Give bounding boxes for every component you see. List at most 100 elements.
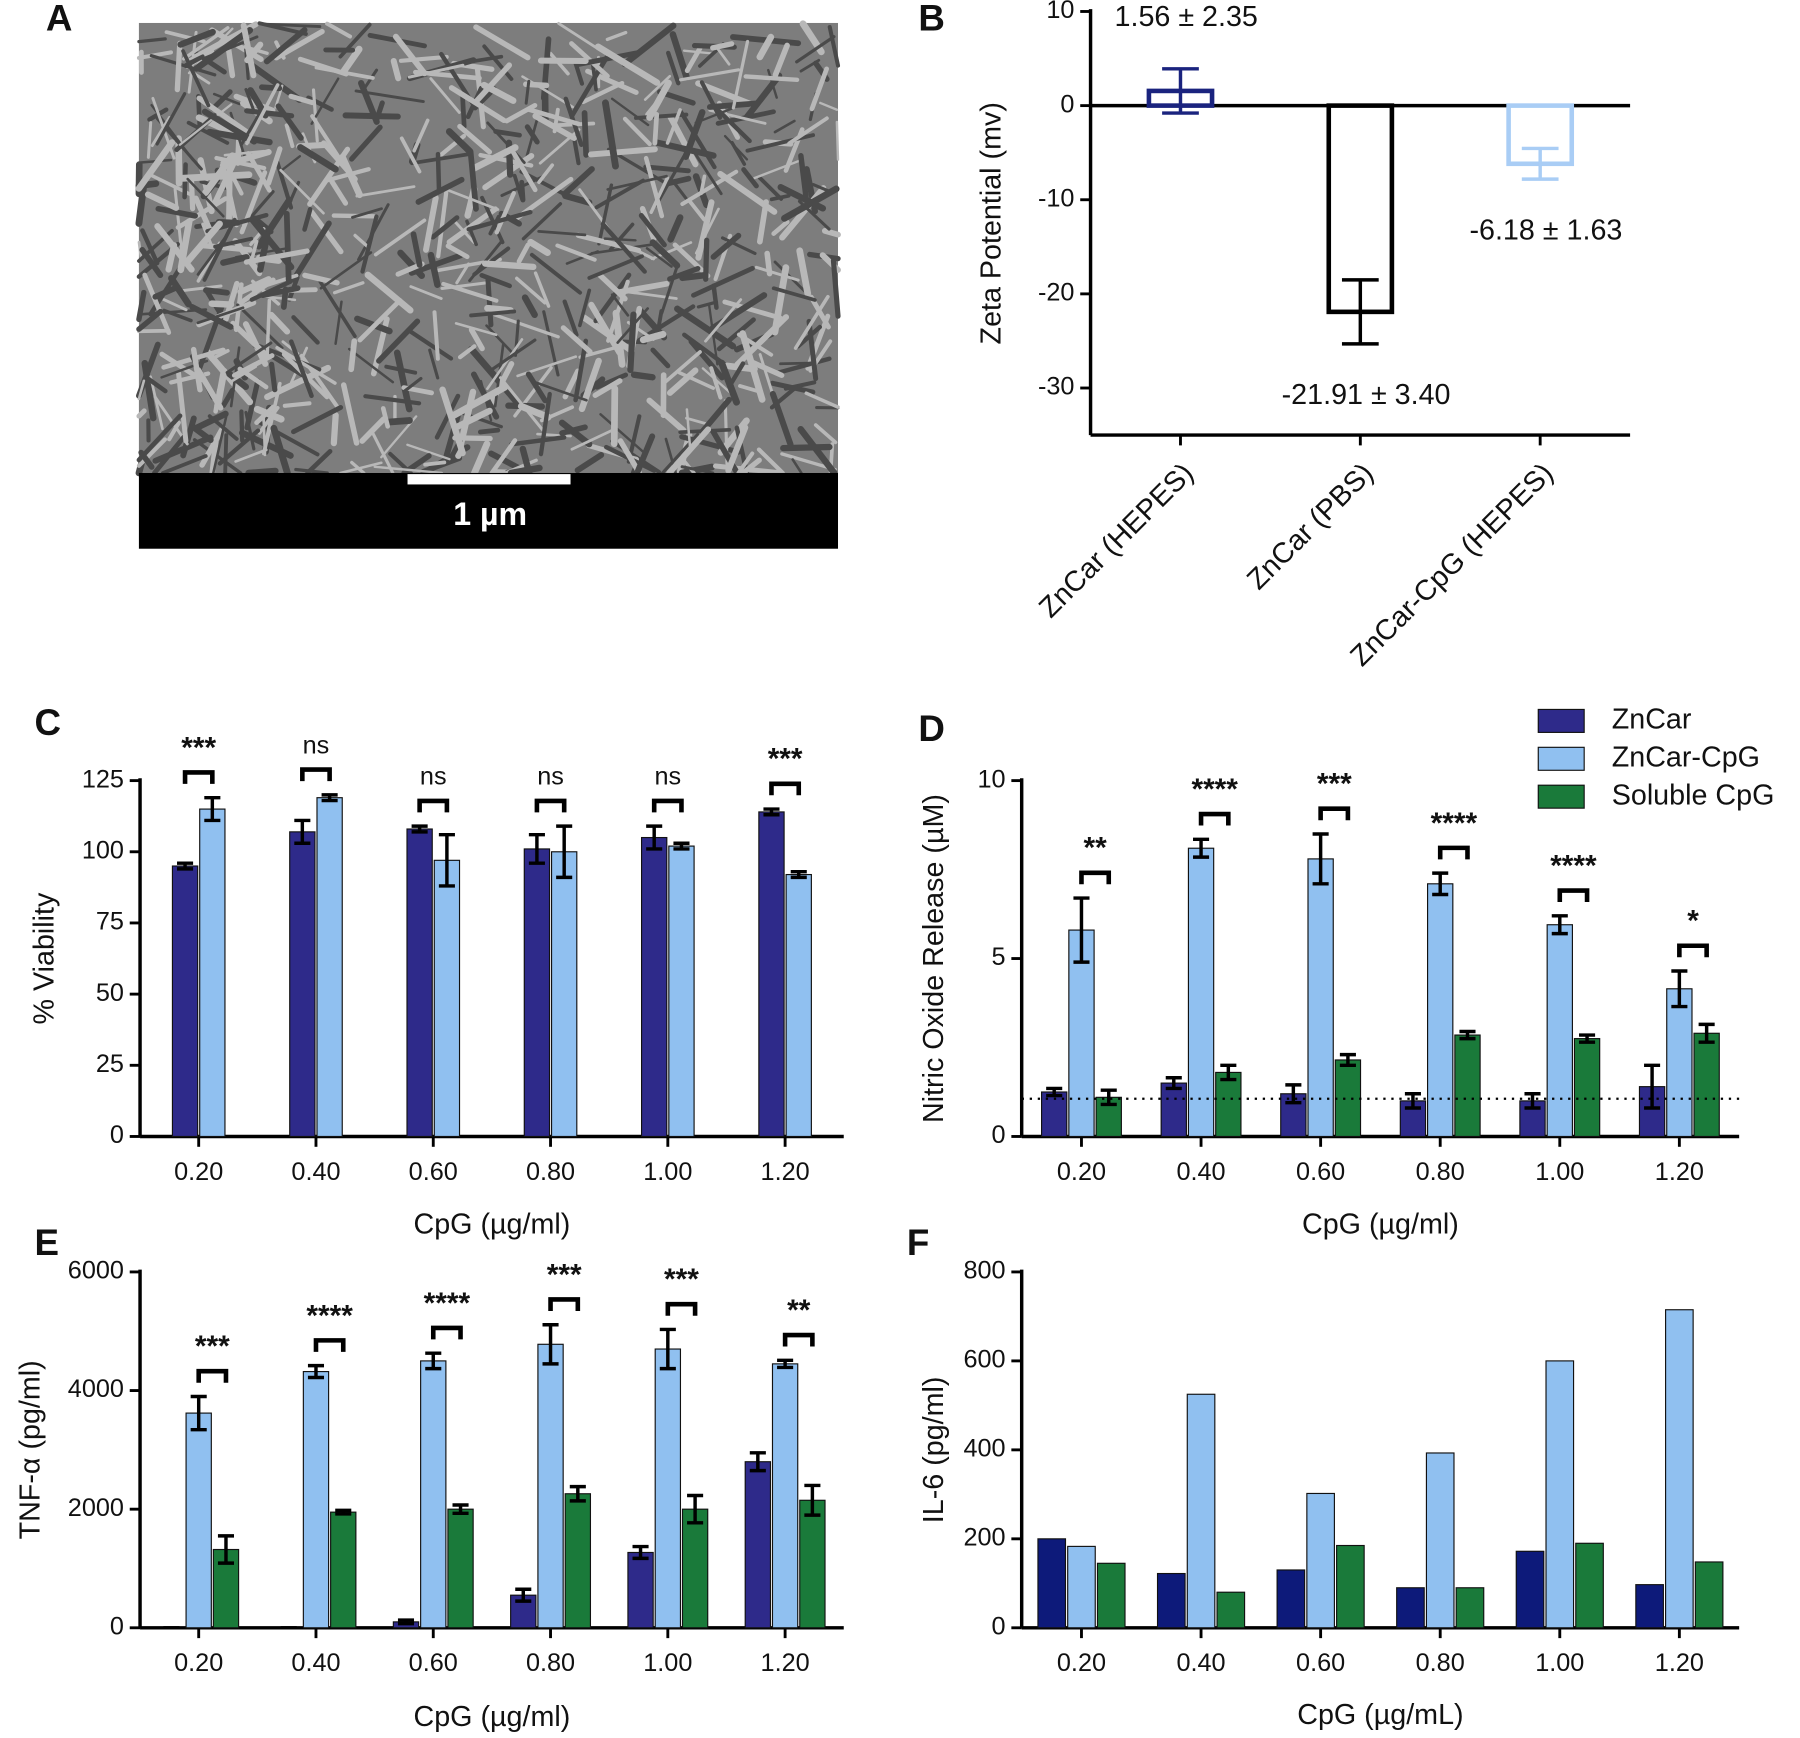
significance-bracket (534, 798, 567, 813)
sem-texture (290, 220, 332, 283)
sem-texture (695, 199, 715, 261)
significance-bracket (182, 770, 215, 784)
sem-texture (600, 221, 647, 274)
significance-label: **** (1431, 807, 1478, 840)
significance-bracket (196, 1368, 229, 1383)
sem-texture (472, 62, 513, 106)
sem-texture (529, 252, 583, 295)
sem-texture (460, 91, 467, 129)
sem-texture (193, 410, 229, 432)
sem-texture (477, 427, 501, 435)
x-tick-label: 1.00 (643, 1649, 692, 1677)
sem-texture (137, 37, 167, 44)
error-bar (1285, 1083, 1302, 1105)
significance-label: ns (537, 763, 564, 791)
bar (1336, 1544, 1365, 1629)
sem-texture (573, 338, 589, 403)
sem-texture (348, 347, 395, 384)
sem-texture (436, 190, 449, 259)
sem-texture (597, 183, 614, 246)
sem-texture (667, 214, 684, 243)
sem-texture (142, 272, 172, 335)
sem-texture (359, 416, 387, 444)
sem-texture (399, 136, 422, 174)
sem-texture (186, 177, 225, 218)
bar (1396, 1587, 1425, 1629)
sem-texture (146, 121, 153, 159)
significance-bracket (1318, 806, 1351, 821)
sem-texture (247, 214, 295, 271)
sem-texture (182, 26, 230, 61)
sem-texture (340, 45, 363, 76)
error-bar (177, 861, 194, 871)
sem-texture (743, 72, 783, 120)
significance-bracket (548, 1297, 581, 1311)
sem-texture (193, 195, 213, 233)
sem-texture (578, 288, 592, 328)
sem-texture (230, 320, 272, 360)
error-bar (673, 841, 690, 851)
sem-texture (334, 300, 343, 345)
sem-texture (325, 21, 353, 39)
x-tick-label: 0.40 (291, 1649, 340, 1677)
sem-texture (480, 81, 517, 104)
sem-texture (540, 36, 552, 101)
sem-texture (392, 33, 428, 77)
sem-texture (775, 356, 832, 376)
sem-texture (524, 79, 531, 105)
sem-texture (560, 325, 593, 355)
sem-texture (704, 298, 743, 343)
bar (785, 873, 812, 1138)
sem-texture (610, 385, 619, 448)
sem-texture (136, 437, 168, 468)
y-tick-label: 4000 (68, 1375, 124, 1403)
x-tick-label: 0.60 (1296, 1649, 1345, 1677)
sem-texture (709, 366, 723, 400)
error-bar (217, 1534, 235, 1565)
sem-texture (305, 448, 333, 476)
panel-label: F (907, 1222, 929, 1263)
sem-texture (135, 139, 176, 192)
sem-texture (423, 460, 447, 467)
sem-texture (152, 433, 187, 476)
sem-texture (559, 424, 588, 436)
sem-texture (373, 465, 444, 475)
sem-texture (681, 458, 696, 475)
sem-texture (187, 44, 220, 61)
y-tick-label: 2000 (68, 1494, 124, 1522)
y-axis-title: IL-6 (pg/ml) (918, 1377, 950, 1524)
sem-texture (152, 285, 179, 300)
sem-texture (593, 272, 632, 324)
x-tick-label: 1.00 (1535, 1649, 1584, 1677)
sem-texture (509, 435, 567, 447)
sem-texture (196, 306, 245, 325)
sem-texture (223, 433, 229, 475)
sem-texture (136, 308, 164, 332)
sem-texture (423, 194, 439, 253)
sem-texture (155, 205, 198, 219)
sem-texture (565, 250, 600, 265)
sem-texture (793, 294, 830, 350)
error-bar (1524, 1092, 1541, 1110)
sem-texture (360, 214, 379, 274)
x-axis-title: CpG (µg/mL) (1297, 1699, 1463, 1731)
sem-texture (745, 133, 816, 153)
sem-texture (756, 199, 769, 245)
bar (537, 1343, 564, 1629)
sem-texture (430, 215, 460, 240)
bar (1665, 1309, 1694, 1629)
sem-texture (638, 213, 667, 248)
x-tick-label: 1.00 (1535, 1158, 1584, 1186)
sem-texture (781, 185, 840, 222)
sem-texture (268, 311, 291, 335)
sem-texture (181, 49, 211, 108)
sem-texture (710, 41, 735, 51)
sem-texture (243, 248, 310, 265)
sem-texture (558, 419, 593, 448)
sem-texture (493, 129, 522, 138)
significance-bracket (782, 1332, 815, 1347)
sem-texture (212, 414, 228, 475)
sem-texture (756, 447, 785, 476)
sem-texture (509, 148, 538, 193)
bar (681, 1508, 709, 1629)
